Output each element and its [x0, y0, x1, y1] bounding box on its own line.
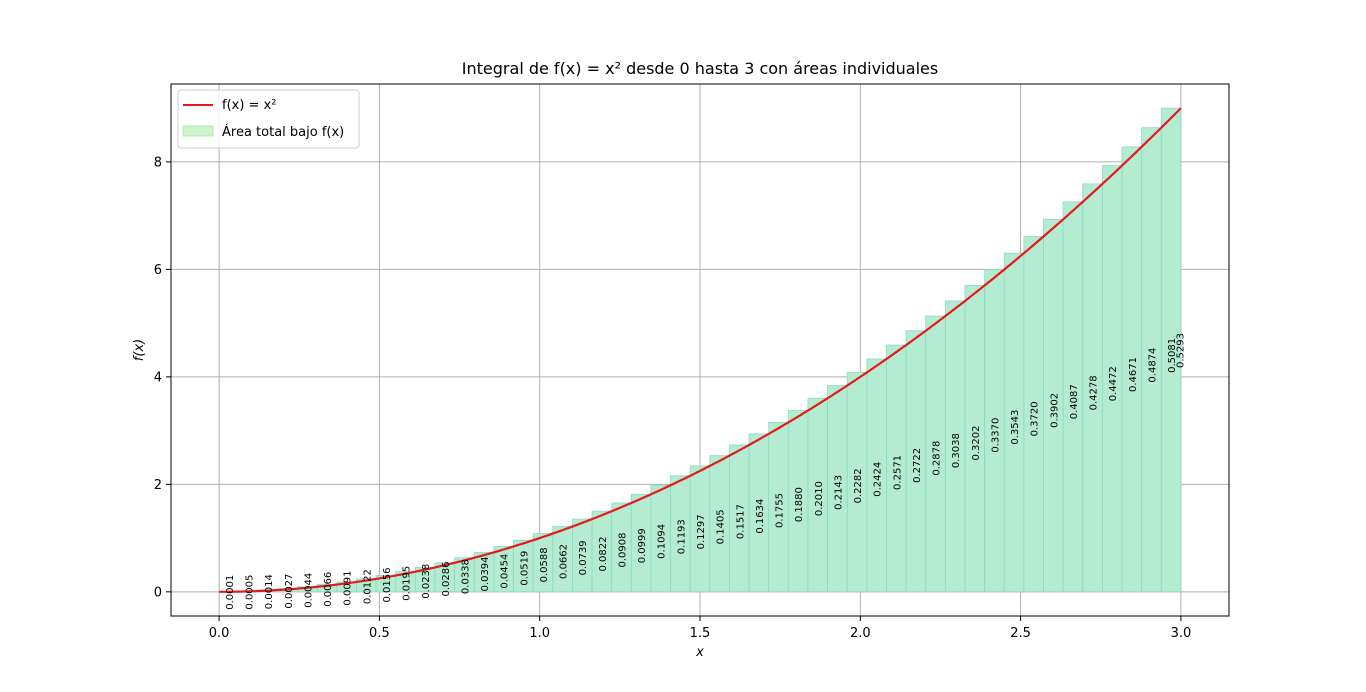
area-label: 0.0091 — [343, 571, 354, 606]
area-label: 0.2722 — [912, 448, 923, 483]
x-axis-label: x — [695, 645, 704, 660]
x-tick-label: 1.5 — [690, 626, 711, 641]
legend: f(x) = x² Área total bajo f(x) — [177, 89, 360, 149]
area-label: 0.2571 — [892, 455, 903, 490]
area-label: 0.3543 — [1010, 410, 1021, 445]
x-tick-label: 2.0 — [850, 626, 871, 641]
area-label: 0.3902 — [1049, 393, 1060, 428]
y-axis-label: f(x) — [132, 339, 147, 361]
area-label: 0.4671 — [1128, 357, 1139, 392]
area-bars — [218, 107, 1182, 593]
y-tick-label: 4 — [154, 370, 162, 385]
area-label: 0.4874 — [1147, 348, 1158, 383]
area-label: 0.0338 — [460, 559, 471, 594]
area-label: 0.5293 — [1175, 333, 1186, 368]
y-tick-label: 0 — [154, 585, 162, 600]
area-label: 0.0454 — [500, 554, 511, 589]
legend-entry-curve: f(x) = x² — [222, 98, 276, 113]
chart-title: Integral de f(x) = x² desde 0 hasta 3 co… — [462, 59, 938, 78]
area-label: 0.2282 — [853, 468, 864, 503]
x-tick-label: 2.5 — [1010, 626, 1031, 641]
area-label: 0.0014 — [264, 574, 275, 609]
area-label: 0.0195 — [402, 566, 413, 601]
y-tick-label: 6 — [154, 263, 162, 278]
y-tick-label: 2 — [154, 478, 162, 493]
area-label: 0.0908 — [617, 532, 628, 567]
area-label: 0.4087 — [1069, 384, 1080, 419]
area-label: 0.0156 — [382, 568, 393, 603]
area-bar — [1160, 107, 1182, 593]
area-label: 0.0001 — [225, 575, 236, 610]
area-label: 0.2143 — [833, 475, 844, 510]
x-tick-label: 0.5 — [369, 626, 390, 641]
legend-entry-area: Área total bajo f(x) — [222, 124, 344, 140]
x-tick-label: 1.0 — [529, 626, 550, 641]
area-label: 0.4472 — [1108, 366, 1119, 401]
area-label: 0.1517 — [735, 504, 746, 539]
x-tick-label: 3.0 — [1171, 626, 1192, 641]
area-labels: 0.0001 0.0005 0.0014 0.0027 0.0044 0.0066 0.00… — [225, 333, 1186, 610]
area-label: 0.0238 — [421, 564, 432, 599]
area-label: 0.1405 — [716, 509, 727, 544]
legend-area-swatch — [182, 125, 214, 137]
area-label: 0.1094 — [657, 524, 668, 559]
x-tick-label: 0.0 — [209, 626, 230, 641]
area-label: 0.0005 — [245, 575, 256, 610]
area-label: 0.0519 — [519, 551, 530, 586]
area-label: 0.1880 — [794, 487, 805, 522]
area-label: 0.1634 — [755, 499, 766, 534]
area-label: 0.0066 — [323, 572, 334, 607]
area-label: 0.0044 — [303, 573, 314, 608]
area-label: 0.0394 — [480, 556, 491, 591]
area-label: 0.1755 — [775, 493, 786, 528]
curve — [219, 107, 1182, 593]
legend-box — [177, 89, 360, 149]
area-label: 0.3202 — [971, 426, 982, 461]
area-label: 0.2010 — [814, 481, 825, 516]
area-label: 0.1193 — [676, 519, 687, 554]
area-label: 0.3720 — [1030, 401, 1041, 436]
area-label: 0.0122 — [362, 569, 373, 604]
area-label: 0.2424 — [873, 462, 884, 497]
area-label: 0.0999 — [637, 528, 648, 563]
area-label: 0.3370 — [990, 418, 1001, 453]
area-label: 0.0588 — [539, 547, 550, 582]
area-label: 0.0027 — [284, 574, 295, 609]
area-label: 0.0822 — [598, 537, 609, 572]
curve-line — [219, 107, 1182, 593]
area-label: 0.1297 — [696, 514, 707, 549]
axis-ticks: 0.0 0.5 1.0 1.5 2.0 2.5 3.0 0 2 4 6 8 — [154, 155, 1192, 641]
area-label: 0.0286 — [441, 561, 452, 596]
area-label: 0.4278 — [1089, 375, 1100, 410]
area-label: 0.5081 — [1167, 338, 1178, 373]
area-label: 0.0739 — [578, 540, 589, 575]
area-label: 0.0662 — [559, 544, 570, 579]
y-tick-label: 8 — [154, 155, 162, 170]
area-label: 0.3038 — [951, 433, 962, 468]
area-label: 0.2878 — [932, 441, 943, 476]
